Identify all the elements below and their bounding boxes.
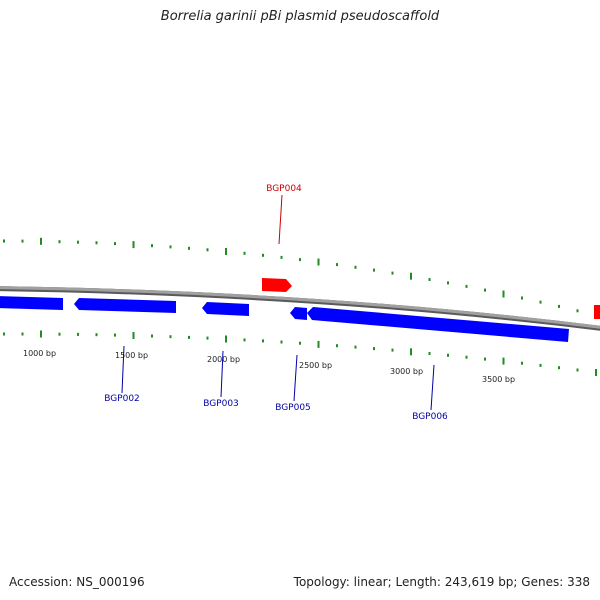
gene-arrow-bgp006[interactable]: [307, 307, 569, 342]
scale-label: 2000 bp: [207, 355, 240, 364]
gene-label-bgp002[interactable]: BGP002: [104, 394, 140, 404]
scale-label: 1500 bp: [115, 351, 148, 360]
gene-arrow-bgp005[interactable]: [290, 307, 307, 320]
accession-value: NS_000196: [76, 575, 145, 589]
scale-label: 2500 bp: [299, 361, 332, 370]
label-leader-bgp006: [430, 364, 435, 411]
topology-label: Topology:: [293, 575, 350, 589]
gene-arrow-bgp004[interactable]: [262, 278, 292, 292]
length-value: 243,619 bp: [444, 575, 514, 589]
map-title: Borrelia garinii pBi plasmid pseudoscaff…: [160, 9, 440, 24]
gene-arrow-bgp003[interactable]: [202, 302, 249, 316]
map-summary: Topology: linear; Length: 243,619 bp; Ge…: [293, 575, 590, 589]
label-leader-bgp005: [293, 354, 298, 402]
genes-label: Genes:: [521, 575, 564, 589]
label-leader-bgp003: [220, 350, 224, 398]
topology-value: linear: [353, 575, 388, 589]
accession-info: Accession: NS_000196: [9, 575, 145, 589]
gene-arrow-bgp002[interactable]: [74, 298, 176, 313]
gene-block-edge-right[interactable]: [594, 305, 600, 319]
outer-tick-track: [3, 237, 597, 319]
label-leader-bgp004: [278, 194, 283, 245]
scale-label: 1000 bp: [23, 349, 56, 358]
length-label: Length:: [395, 575, 441, 589]
inner-tick-track: [3, 330, 597, 376]
gene-arrow-bgp001[interactable]: [0, 296, 63, 310]
scale-label: 3000 bp: [390, 367, 423, 376]
gene-label-bgp004[interactable]: BGP004: [266, 184, 302, 194]
genes-value: 338: [567, 575, 590, 589]
gene-label-bgp005[interactable]: BGP005: [275, 403, 311, 413]
label-leader-bgp002: [121, 345, 125, 394]
gene-label-bgp006[interactable]: BGP006: [412, 412, 448, 422]
scale-label: 3500 bp: [482, 375, 515, 384]
gene-label-bgp003[interactable]: BGP003: [203, 399, 239, 409]
accession-label: Accession:: [9, 575, 73, 589]
plasmid-backbone: [0, 286, 600, 329]
